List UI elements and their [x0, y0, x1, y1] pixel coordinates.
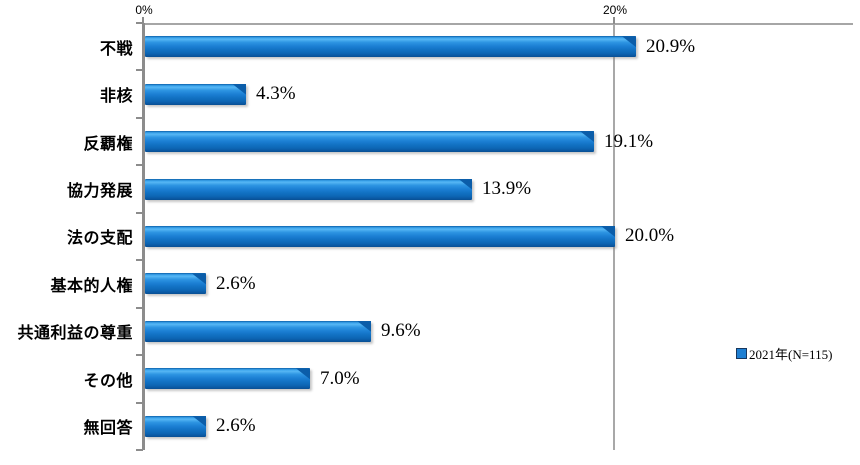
value-label: 9.6% — [381, 320, 421, 342]
legend-swatch-icon — [736, 348, 747, 359]
category-label: 協力発展 — [66, 183, 133, 201]
bar-1 — [145, 36, 636, 58]
bar-5 — [145, 226, 615, 247]
value-label: 19.1% — [604, 130, 654, 152]
category-label: 無回答 — [83, 420, 133, 438]
value-label: 20.0% — [625, 225, 675, 247]
bar-2 — [145, 83, 246, 105]
legend-label: 2021年(N=115) — [749, 347, 833, 362]
category-axis-line — [142, 23, 145, 450]
category-label: 基本的人権 — [50, 277, 133, 295]
category-label: 反覇権 — [83, 135, 133, 153]
bar-6 — [145, 273, 206, 295]
value-axis-tick — [613, 17, 615, 24]
category-label: 法の支配 — [66, 230, 133, 248]
category-axis-tick — [136, 259, 143, 262]
category-label: 共通利益の尊重 — [17, 325, 133, 343]
value-label: 2.6% — [216, 415, 256, 437]
bar-3 — [145, 131, 594, 153]
value-axis-tick — [142, 17, 144, 24]
value-label: 4.3% — [256, 83, 296, 105]
bar-7 — [145, 320, 371, 342]
category-axis-tick — [136, 164, 143, 167]
category-axis-tick — [136, 22, 143, 24]
x-tick-label-20: 20% — [602, 3, 628, 17]
category-axis-tick — [136, 354, 143, 357]
value-label: 20.9% — [646, 35, 696, 57]
bar-4 — [145, 178, 472, 200]
category-label: その他 — [83, 372, 133, 390]
category-axis-tick — [136, 211, 143, 214]
value-label: 2.6% — [216, 272, 256, 294]
category-axis-tick — [136, 449, 143, 451]
value-label: 7.0% — [320, 367, 360, 389]
x-tick-label-0: 0% — [135, 3, 153, 17]
category-axis-tick — [136, 116, 143, 119]
category-axis-tick — [136, 306, 143, 309]
value-label: 13.9% — [482, 178, 532, 200]
legend: 2021年(N=115) — [736, 344, 832, 363]
bar-8 — [145, 368, 310, 390]
value-axis-line — [143, 23, 853, 25]
category-label: 非核 — [99, 88, 133, 106]
category-label: 不戦 — [99, 40, 133, 58]
bar-9 — [145, 415, 206, 437]
category-axis-tick — [136, 69, 143, 72]
category-axis-tick — [136, 401, 143, 404]
